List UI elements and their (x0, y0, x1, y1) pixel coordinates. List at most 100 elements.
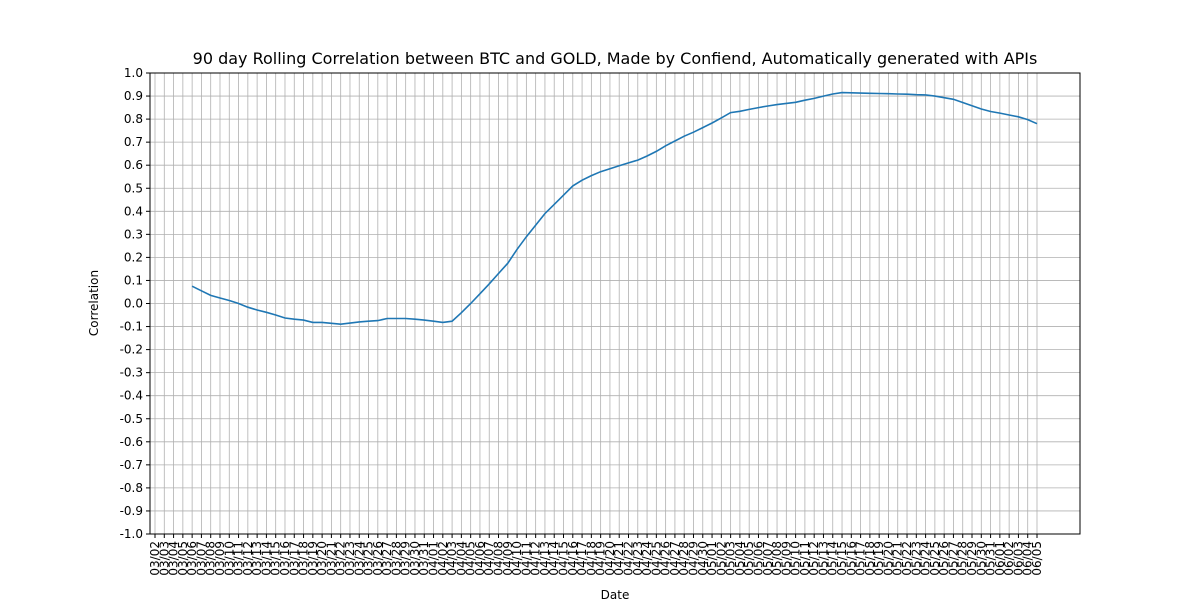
x-tick-label: 05/16 (844, 541, 858, 576)
x-tick-label: 05/13 (816, 541, 830, 576)
x-tick-label: 04/19 (594, 541, 608, 576)
x-tick-label: 05/09 (779, 541, 793, 576)
x-tick-label: 05/04 (733, 541, 747, 576)
x-tick-label: 04/06 (473, 541, 487, 576)
x-tick-label: 04/25 (649, 541, 663, 576)
x-tick-label: 04/29 (686, 541, 700, 576)
x-tick-label: 06/02 (1002, 541, 1016, 576)
x-tick-label: 04/11 (519, 541, 533, 576)
y-tick-label: -1.0 (120, 527, 143, 541)
x-tick-label: 05/21 (891, 541, 905, 576)
y-tick-label: -0.5 (120, 412, 143, 426)
x-tick-label: 05/12 (807, 541, 821, 576)
x-tick-label: 05/07 (761, 541, 775, 576)
y-tick-label: 1.0 (124, 66, 143, 80)
x-tick-label: 04/03 (445, 541, 459, 576)
x-tick-label: 04/14 (547, 541, 561, 576)
x-tick-label: 05/01 (705, 541, 719, 576)
x-tick-label: 03/19 (306, 541, 320, 576)
x-tick-label: 03/09 (213, 541, 227, 576)
x-tick-label: 03/03 (157, 541, 171, 576)
y-tick-label: 0.3 (124, 227, 143, 241)
chart-title: 90 day Rolling Correlation between BTC a… (193, 49, 1038, 68)
x-tick-label: 03/15 (269, 541, 283, 576)
x-tick-label: 03/11 (232, 541, 246, 576)
y-tick-label: 0.7 (124, 135, 143, 149)
x-tick-label: 03/04 (167, 541, 181, 576)
x-tick-label: 03/18 (297, 541, 311, 576)
y-tick-label: -0.9 (120, 504, 143, 518)
x-tick-label: 03/16 (278, 541, 292, 576)
x-tick-label: 06/05 (1030, 541, 1044, 576)
x-tick-label: 05/05 (742, 541, 756, 576)
x-tick-label: 05/20 (881, 541, 895, 576)
y-tick-label: -0.4 (120, 389, 143, 403)
x-tick-label: 05/23 (909, 541, 923, 576)
x-tick-label: 05/31 (984, 541, 998, 576)
x-tick-label: 03/31 (417, 541, 431, 576)
x-tick-label: 05/25 (928, 541, 942, 576)
y-axis-label: Correlation (87, 270, 101, 336)
x-tick-label: 05/28 (956, 541, 970, 576)
x-tick-label: 06/01 (993, 541, 1007, 576)
y-tick-label: 0.9 (124, 89, 143, 103)
x-tick-label: 05/30 (974, 541, 988, 576)
y-tick-label: -0.6 (120, 435, 143, 449)
y-tick-label: 0.8 (124, 112, 143, 126)
y-tick-label: 0.5 (124, 181, 143, 195)
x-tick-label: 04/13 (538, 541, 552, 576)
x-tick-label: 04/02 (436, 541, 450, 576)
x-tick-label: 05/17 (854, 541, 868, 576)
x-tick-label: 04/04 (454, 541, 468, 576)
x-tick-label: 04/01 (427, 541, 441, 576)
x-tick-label: 04/21 (612, 541, 626, 576)
x-tick-label: 05/15 (835, 541, 849, 576)
x-tick-label: 05/02 (714, 541, 728, 576)
x-tick-label: 04/28 (677, 541, 691, 576)
x-tick-label: 04/10 (510, 541, 524, 576)
x-tick-label: 05/03 (724, 541, 738, 576)
x-tick-label: 03/23 (343, 541, 357, 576)
x-axis-label: Date (601, 588, 630, 600)
x-tick-label: 03/22 (334, 541, 348, 576)
x-tick-label: 04/27 (668, 541, 682, 576)
y-tick-label: 0.2 (124, 250, 143, 264)
x-tick-label: 03/05 (176, 541, 190, 576)
data-line (191, 91, 1038, 326)
x-tick-label: 04/17 (575, 541, 589, 576)
x-tick-label: 04/08 (492, 541, 506, 576)
x-tick-label: 03/26 (371, 541, 385, 576)
x-tick-label: 03/07 (194, 541, 208, 576)
x-tick-label: 05/11 (798, 541, 812, 576)
x-tick-label: 05/06 (751, 541, 765, 576)
x-tick-label: 03/14 (259, 541, 273, 576)
x-tick-label: 03/13 (250, 541, 264, 576)
y-tick-label: -0.2 (120, 343, 143, 357)
x-tick-label: 03/24 (352, 541, 366, 576)
x-tick-label: 05/14 (826, 541, 840, 576)
y-tick-label: -0.8 (120, 481, 143, 495)
x-tick-label: 05/19 (872, 541, 886, 576)
x-tick-label: 05/29 (965, 541, 979, 576)
x-tick-label: 05/18 (863, 541, 877, 576)
plot-frame (149, 72, 1081, 535)
x-tick-label: 04/12 (529, 541, 543, 576)
x-tick-label: 04/16 (566, 541, 580, 576)
x-tick-label: 06/04 (1021, 541, 1035, 576)
y-tick-label: -0.1 (120, 320, 143, 334)
x-tick-label: 05/22 (900, 541, 914, 576)
x-tick-label: 03/27 (380, 541, 394, 576)
x-tick-label: 03/02 (148, 541, 162, 576)
x-tick-label: 03/28 (389, 541, 403, 576)
x-tick-label: 04/15 (557, 541, 571, 576)
x-tick-label: 03/30 (408, 541, 422, 576)
x-tick-label: 04/09 (501, 541, 515, 576)
x-tick-label: 04/20 (603, 541, 617, 576)
x-tick-label: 06/03 (1011, 541, 1025, 576)
y-tick-label: 0.6 (124, 158, 143, 172)
x-tick-label: 03/21 (324, 541, 338, 576)
y-tick-label: -0.3 (120, 366, 143, 380)
x-tick-label: 03/20 (315, 541, 329, 576)
